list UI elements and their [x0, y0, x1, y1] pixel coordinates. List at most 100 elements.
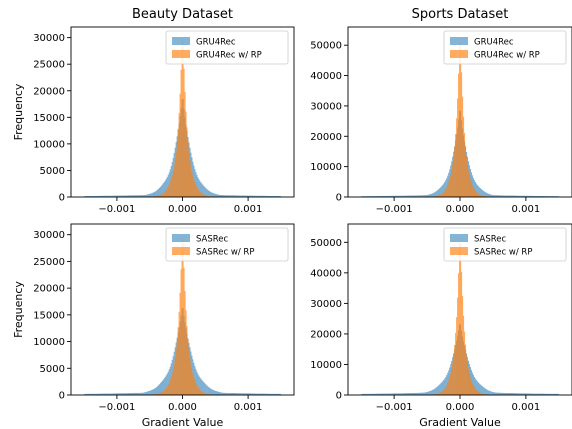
hist-bar	[390, 195, 392, 197]
hist-bar	[189, 357, 191, 395]
hist-bar	[235, 393, 237, 395]
hist-bar	[193, 179, 195, 197]
hist-bar	[197, 188, 199, 197]
hist-bar	[480, 195, 482, 197]
hist-bar	[391, 195, 393, 197]
hist-bar	[110, 393, 112, 395]
hist-bar	[187, 140, 189, 197]
hist-bar	[365, 393, 367, 395]
hist-bar	[376, 196, 378, 197]
subplot-4: −0.001 0.000 0.001 0 10000 20000 30000 40000 500…	[310, 223, 572, 429]
hist-bar	[495, 195, 497, 197]
hist-bar	[496, 392, 498, 395]
hist-bar	[166, 373, 168, 395]
hist-bar	[398, 195, 400, 197]
hist-bar	[197, 386, 199, 395]
hist-bar	[413, 195, 415, 197]
hist-bar	[434, 388, 436, 395]
hist-bar	[254, 393, 256, 395]
hist-bar	[423, 392, 425, 395]
hist-bar	[378, 393, 381, 395]
hist-bar	[183, 68, 185, 197]
hist-bar	[117, 393, 119, 395]
hist-bar	[396, 195, 398, 197]
hist-bar	[442, 390, 444, 395]
hist-bar	[388, 195, 390, 197]
hist-bar	[442, 381, 444, 395]
hist-bar	[100, 195, 102, 197]
hist-bar	[483, 387, 485, 395]
hist-bar	[486, 389, 488, 395]
hist-bar	[161, 193, 163, 197]
hist-bar	[368, 393, 370, 395]
hist-bar	[476, 184, 478, 197]
hist-bar	[541, 196, 543, 197]
hist-bar	[279, 393, 282, 395]
hist-bar	[214, 193, 217, 197]
hist-bar	[178, 113, 180, 197]
hist-bar	[118, 195, 120, 197]
hist-bar	[439, 188, 441, 197]
hist-bar	[135, 392, 137, 395]
hist-bar	[408, 393, 410, 395]
hist-bar	[106, 393, 108, 395]
hist-bar	[113, 393, 115, 395]
hist-bar	[553, 393, 556, 395]
hist-bar	[274, 196, 277, 197]
hist-bar	[446, 375, 448, 395]
hist-bar	[84, 196, 86, 197]
hist-bar	[202, 380, 204, 395]
hist-bar	[271, 393, 273, 395]
hist-bar	[492, 195, 494, 197]
hist-bar	[131, 392, 133, 395]
hist-bar	[217, 194, 220, 197]
hist-bar	[155, 387, 158, 395]
y-tick-label: 30000	[310, 299, 342, 310]
hist-bar	[143, 195, 145, 197]
hist-bar	[474, 190, 476, 197]
hist-bar	[461, 96, 464, 197]
hist-bar	[130, 393, 132, 395]
hist-bar	[208, 387, 210, 395]
hist-bar	[420, 195, 422, 197]
hist-bar	[175, 349, 177, 395]
hist-bar	[445, 376, 447, 395]
hist-bar	[197, 373, 199, 395]
hist-bar	[508, 195, 510, 197]
hist-bar	[142, 392, 144, 395]
hist-bar	[435, 191, 437, 197]
hist-bar	[432, 389, 434, 395]
hist-bar	[524, 195, 526, 197]
hist-bar	[420, 392, 422, 395]
hist-bar	[165, 189, 167, 197]
hist-bar	[477, 186, 479, 197]
hist-bar	[89, 393, 91, 395]
y-tick-label: 0	[59, 391, 65, 402]
hist-bar	[197, 177, 199, 197]
hist-bar	[247, 195, 249, 197]
hist-bar	[272, 196, 274, 197]
hist-bar	[535, 393, 537, 395]
hist-bar	[174, 159, 176, 197]
hist-bar	[125, 195, 127, 197]
hist-bar	[270, 195, 272, 197]
hist-bar	[461, 295, 464, 395]
hist-bar	[481, 195, 483, 197]
y-axis-label: Frequency	[12, 83, 25, 140]
hist-bar	[482, 393, 484, 395]
hist-bar	[416, 392, 418, 395]
hist-bar	[232, 195, 234, 197]
hist-bar	[201, 391, 203, 395]
subplot-3: −0.001 0.000 0.001 0 5000 10000 15000 20000 2500…	[12, 223, 295, 429]
hist-bar	[431, 390, 433, 395]
hist-bar	[140, 195, 142, 197]
hist-bar	[145, 194, 147, 197]
hist-bar	[91, 195, 94, 197]
hist-bar	[279, 196, 282, 197]
hist-bar	[177, 327, 179, 395]
hist-bar	[498, 195, 500, 197]
hist-bar	[455, 332, 457, 395]
hist-bar	[456, 118, 458, 197]
hist-bar	[418, 195, 420, 197]
